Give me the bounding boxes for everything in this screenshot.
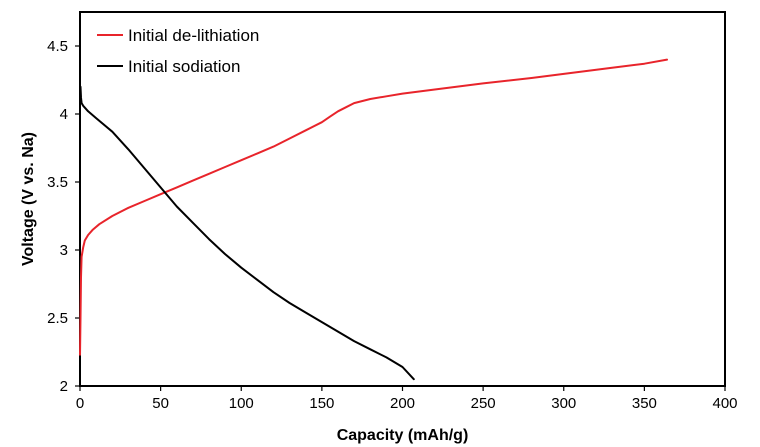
legend: Initial de-lithiation Initial sodiation — [97, 26, 259, 76]
y-tick-label: 2 — [60, 378, 68, 395]
series-lines — [79, 58, 668, 381]
x-tick-label: 300 — [551, 395, 576, 412]
y-tick-label: 4 — [60, 106, 68, 123]
y-tick-label: 4.5 — [47, 38, 68, 55]
x-tick-label: 350 — [632, 395, 657, 412]
x-tick-label: 0 — [76, 395, 84, 412]
legend-label-1: Initial sodiation — [128, 57, 240, 76]
x-tick-label: 100 — [229, 395, 254, 412]
y-tick-label: 3.5 — [47, 174, 68, 191]
y-tick-label: 2.5 — [47, 310, 68, 327]
series-line-0 — [79, 58, 668, 356]
x-tick-label: 50 — [152, 395, 169, 412]
x-tick-label: 250 — [471, 395, 496, 412]
x-axis-title: Capacity (mAh/g) — [337, 427, 469, 444]
series-line-1 — [79, 85, 415, 381]
axis-ticks: 0 50 100 150 200 250 300 350 400 2 2.5 3 3.5 4 4.5 — [47, 38, 737, 412]
x-tick-label: 200 — [390, 395, 415, 412]
legend-label-0: Initial de-lithiation — [128, 26, 259, 45]
y-tick-label: 3 — [60, 242, 68, 259]
x-tick-label: 400 — [712, 395, 737, 412]
x-tick-label: 150 — [309, 395, 334, 412]
y-axis-title: Voltage (V vs. Na) — [20, 132, 37, 266]
